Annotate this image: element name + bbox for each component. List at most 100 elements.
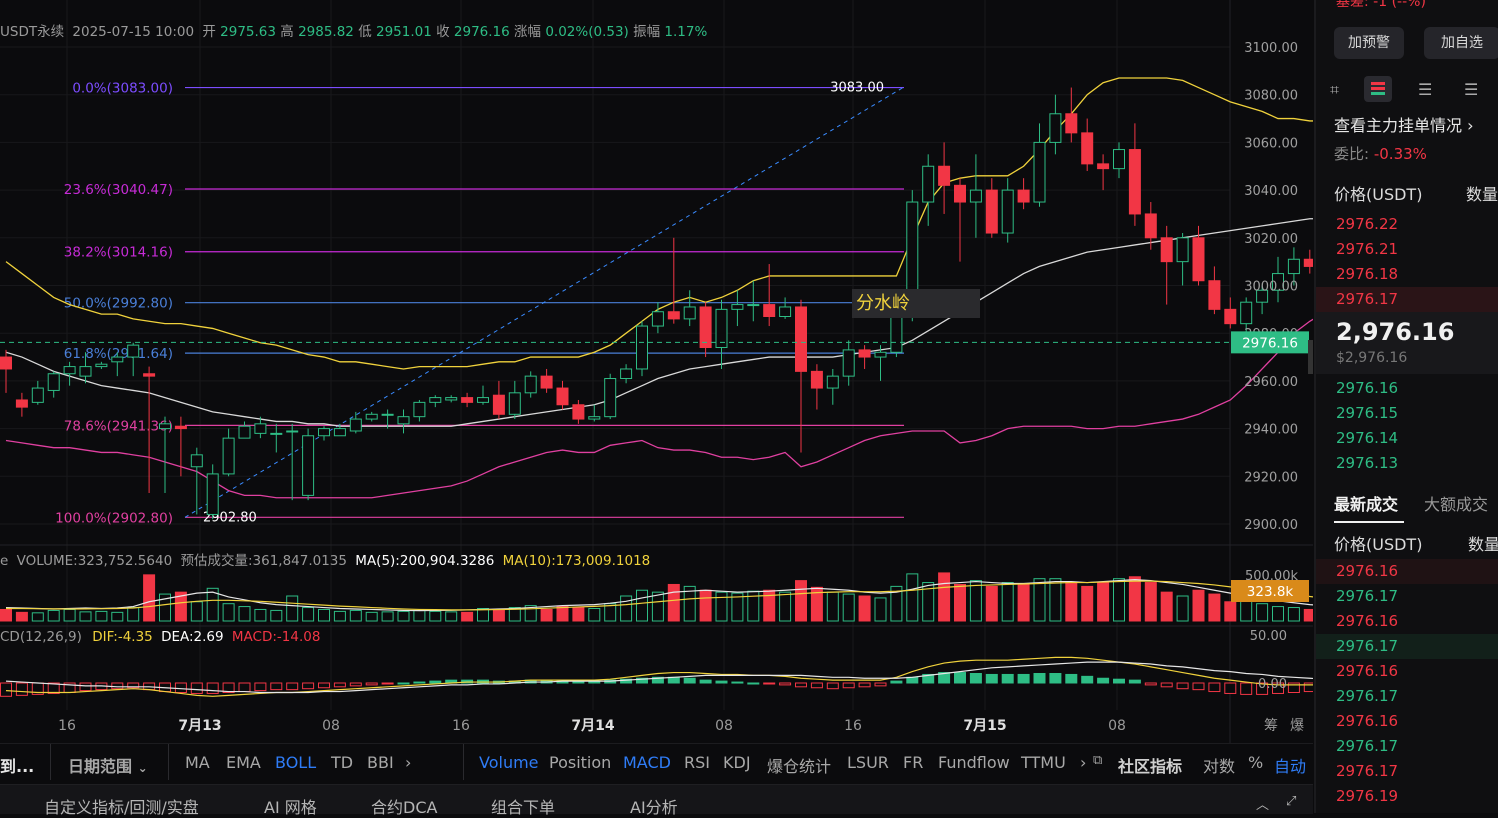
macd-hist-bar <box>365 682 378 686</box>
candle-down <box>763 304 776 318</box>
bid-row[interactable]: 2976.16 <box>1336 379 1399 397</box>
auto-scale-toggle[interactable]: 自动 <box>1274 757 1307 776</box>
indicator-ma[interactable]: MA <box>185 753 210 772</box>
contract-dca-tab[interactable]: 合约DCA <box>371 798 438 817</box>
last-price: 2,976.16 <box>1336 318 1455 346</box>
sub-indicator-ttmu[interactable]: TTMU <box>1021 753 1066 772</box>
macd-hist-bar <box>333 682 346 688</box>
expand-icon[interactable]: ⤢ <box>1286 794 1297 809</box>
depth-bids-icon[interactable]: ☰ <box>1418 80 1433 99</box>
volume-bar <box>365 611 378 622</box>
volume-tag-label: 323.8k <box>1247 584 1294 600</box>
add-watchlist-button[interactable]: 加自选 <box>1424 27 1498 59</box>
volume-bar <box>779 591 792 622</box>
time-tick-label: 16 <box>844 718 862 734</box>
sub-indicator-fundflow[interactable]: Fundflow <box>938 753 1010 772</box>
ai-grid-tab[interactable]: AI 网格 <box>264 798 317 817</box>
macd-dea-line <box>5 661 1313 694</box>
depth-both-icon[interactable]: ⌗ <box>1330 80 1340 99</box>
indicator-boll[interactable]: BOLL <box>275 753 317 772</box>
candle-down <box>985 189 998 234</box>
candle-down <box>699 306 712 349</box>
ask-row[interactable]: 2976.18 <box>1336 265 1399 283</box>
bid-row[interactable]: 2976.14 <box>1336 429 1399 447</box>
volume-bar <box>763 589 776 622</box>
volume-bar <box>302 607 315 622</box>
indicator-td[interactable]: TD <box>331 753 354 772</box>
candle-down <box>1065 113 1078 134</box>
fibonacci-retracement[interactable]: 0.0%(3083.00) 23.6%(3040.47) 38.2%(3014.16… <box>55 81 904 527</box>
sub-indicator-macd[interactable]: MACD <box>623 753 671 772</box>
custom-indicator-tab[interactable]: 自定义指标/回测/实盘 <box>44 798 199 817</box>
sub-indicator-rsi[interactable]: RSI <box>684 753 710 772</box>
price-chart[interactable]: 0.0%(3083.00) 23.6%(3040.47) 38.2%(3014.16… <box>0 0 1313 743</box>
macd-hist-bar <box>1160 682 1173 688</box>
candle-up <box>969 189 982 203</box>
volume-bar <box>588 608 601 622</box>
macd-info: CD(12,26,9) DIF:-4.35 DEA:2.69 MACD:-14.… <box>0 629 320 645</box>
macd-hist-bar <box>1144 682 1157 686</box>
chip-label: 筹 <box>1264 717 1278 734</box>
candle-down <box>1128 149 1141 215</box>
bid-row[interactable]: 2976.15 <box>1336 404 1399 422</box>
sub-indicator-volume[interactable]: Volume <box>479 753 539 772</box>
external-link-icon[interactable]: ⧉ <box>1093 753 1103 768</box>
chevron-right-icon[interactable]: › <box>1080 753 1087 772</box>
volume-bar <box>938 572 951 622</box>
macd-hist-bar <box>349 682 362 687</box>
time-tick-label: 16 <box>452 718 470 734</box>
volume-value: VOLUME:323,752.5640 <box>16 553 173 569</box>
community-indicators[interactable]: 社区指标 <box>1118 757 1183 776</box>
sub-indicator-liquidation[interactable]: 爆仓统计 <box>767 757 832 776</box>
candle-up <box>47 373 60 391</box>
tab-large-trades[interactable]: 大额成交 <box>1424 495 1489 514</box>
macd-hist-bar <box>795 682 807 688</box>
sub-indicator-fr[interactable]: FR <box>903 753 924 772</box>
depth-both-selected[interactable] <box>1364 76 1392 102</box>
ask-row[interactable]: 2976.17 <box>1336 290 1399 308</box>
volume-bar <box>954 583 966 622</box>
collapse-icon[interactable]: ︿ <box>1256 798 1270 813</box>
candle-up <box>79 366 92 377</box>
orderbook-detail-link[interactable]: 查看主力挂单情况 › <box>1334 116 1474 135</box>
trade-row: 2976.17 <box>1336 737 1399 755</box>
ask-row[interactable]: 2976.21 <box>1336 240 1399 258</box>
fib-level-label: 78.6%(2941.36) <box>64 418 173 434</box>
add-alert-button[interactable]: 加预警 <box>1334 27 1404 59</box>
price-tick-label: 3040.00 <box>1244 184 1298 199</box>
candle-up <box>238 425 251 439</box>
volume-bar <box>1097 582 1110 622</box>
ask-row[interactable]: 2976.22 <box>1336 215 1399 233</box>
trade-highlight <box>1316 559 1498 584</box>
macd-hist-bar <box>779 682 792 686</box>
date-range-dropdown[interactable]: 日期范围 ⌄ <box>68 753 148 777</box>
candle-down <box>1160 237 1173 263</box>
macd-hist-bar <box>381 682 394 685</box>
ai-analysis-tab[interactable]: AI分析 <box>630 798 678 817</box>
low-label: 低 <box>358 24 372 40</box>
macd-hist-bar <box>1065 673 1078 684</box>
percent-scale-toggle[interactable]: % <box>1248 753 1264 772</box>
trade-row: 2976.16 <box>1336 562 1399 580</box>
depth-asks-icon[interactable]: ☰ <box>1464 80 1479 99</box>
price-tick-label: 2920.00 <box>1244 470 1298 485</box>
sub-indicator-lsur[interactable]: LSUR <box>847 753 889 772</box>
chevron-right-icon[interactable]: › <box>405 753 412 772</box>
sub-indicator-kdj[interactable]: KDJ <box>723 753 751 772</box>
bid-row[interactable]: 2976.13 <box>1336 454 1399 472</box>
sub-indicator-position[interactable]: Position <box>549 753 612 772</box>
candle-up <box>1049 113 1062 143</box>
candle-up <box>127 344 140 358</box>
macd-hist-bar <box>47 682 60 694</box>
fib-level-label: 100.0%(2902.80) <box>55 510 173 526</box>
candle-up <box>254 423 267 434</box>
macd-hist-bar <box>270 682 283 691</box>
combo-order-tab[interactable]: 组合下单 <box>491 798 556 817</box>
macd-value: MACD:-14.08 <box>231 629 321 645</box>
indicator-ema[interactable]: EMA <box>226 753 261 772</box>
annotation-box <box>852 289 980 318</box>
toolbar-left-item[interactable]: 到... <box>0 757 35 776</box>
indicator-bbi[interactable]: BBI <box>367 753 394 772</box>
log-scale-toggle[interactable]: 对数 <box>1203 757 1236 776</box>
tab-latest-trades[interactable]: 最新成交 <box>1334 495 1399 514</box>
